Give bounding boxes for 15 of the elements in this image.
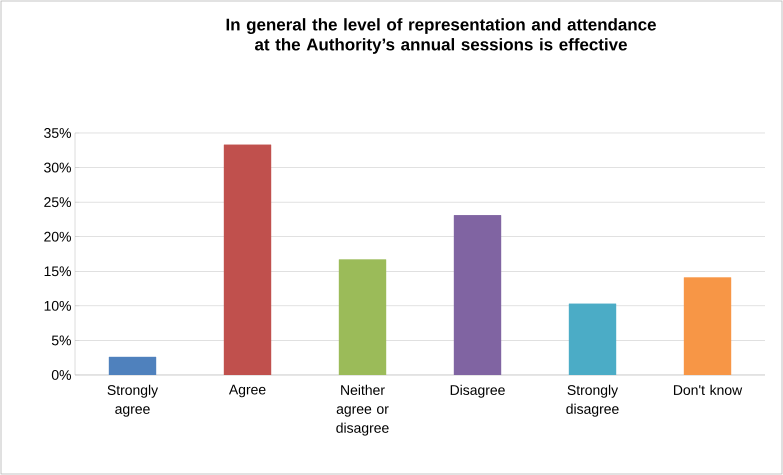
x-tick-label: Strongly disagree <box>566 384 619 417</box>
x-tick-label: Strongly agree <box>108 384 158 417</box>
y-tick-label: 35% <box>44 128 71 138</box>
x-tick-label: Don't know <box>674 384 742 396</box>
chart-title: In general the level of representation and attendance at the Authority’s annual sessions is effective <box>226 18 656 54</box>
x-tick-label: Agree <box>228 384 266 398</box>
y-tick-label: 25% <box>44 197 71 208</box>
y-tick-label: 0% <box>52 370 71 380</box>
y-tick-label: 20% <box>44 232 71 242</box>
x-tick-label: Neither agree or disagree <box>336 384 389 436</box>
x-tick-label: Disagree <box>450 384 505 398</box>
y-tick-label: 5% <box>52 335 71 346</box>
y-tick-label: 10% <box>44 300 71 311</box>
y-tick-label: 30% <box>44 162 71 172</box>
y-tick-label: 15% <box>44 266 71 276</box>
